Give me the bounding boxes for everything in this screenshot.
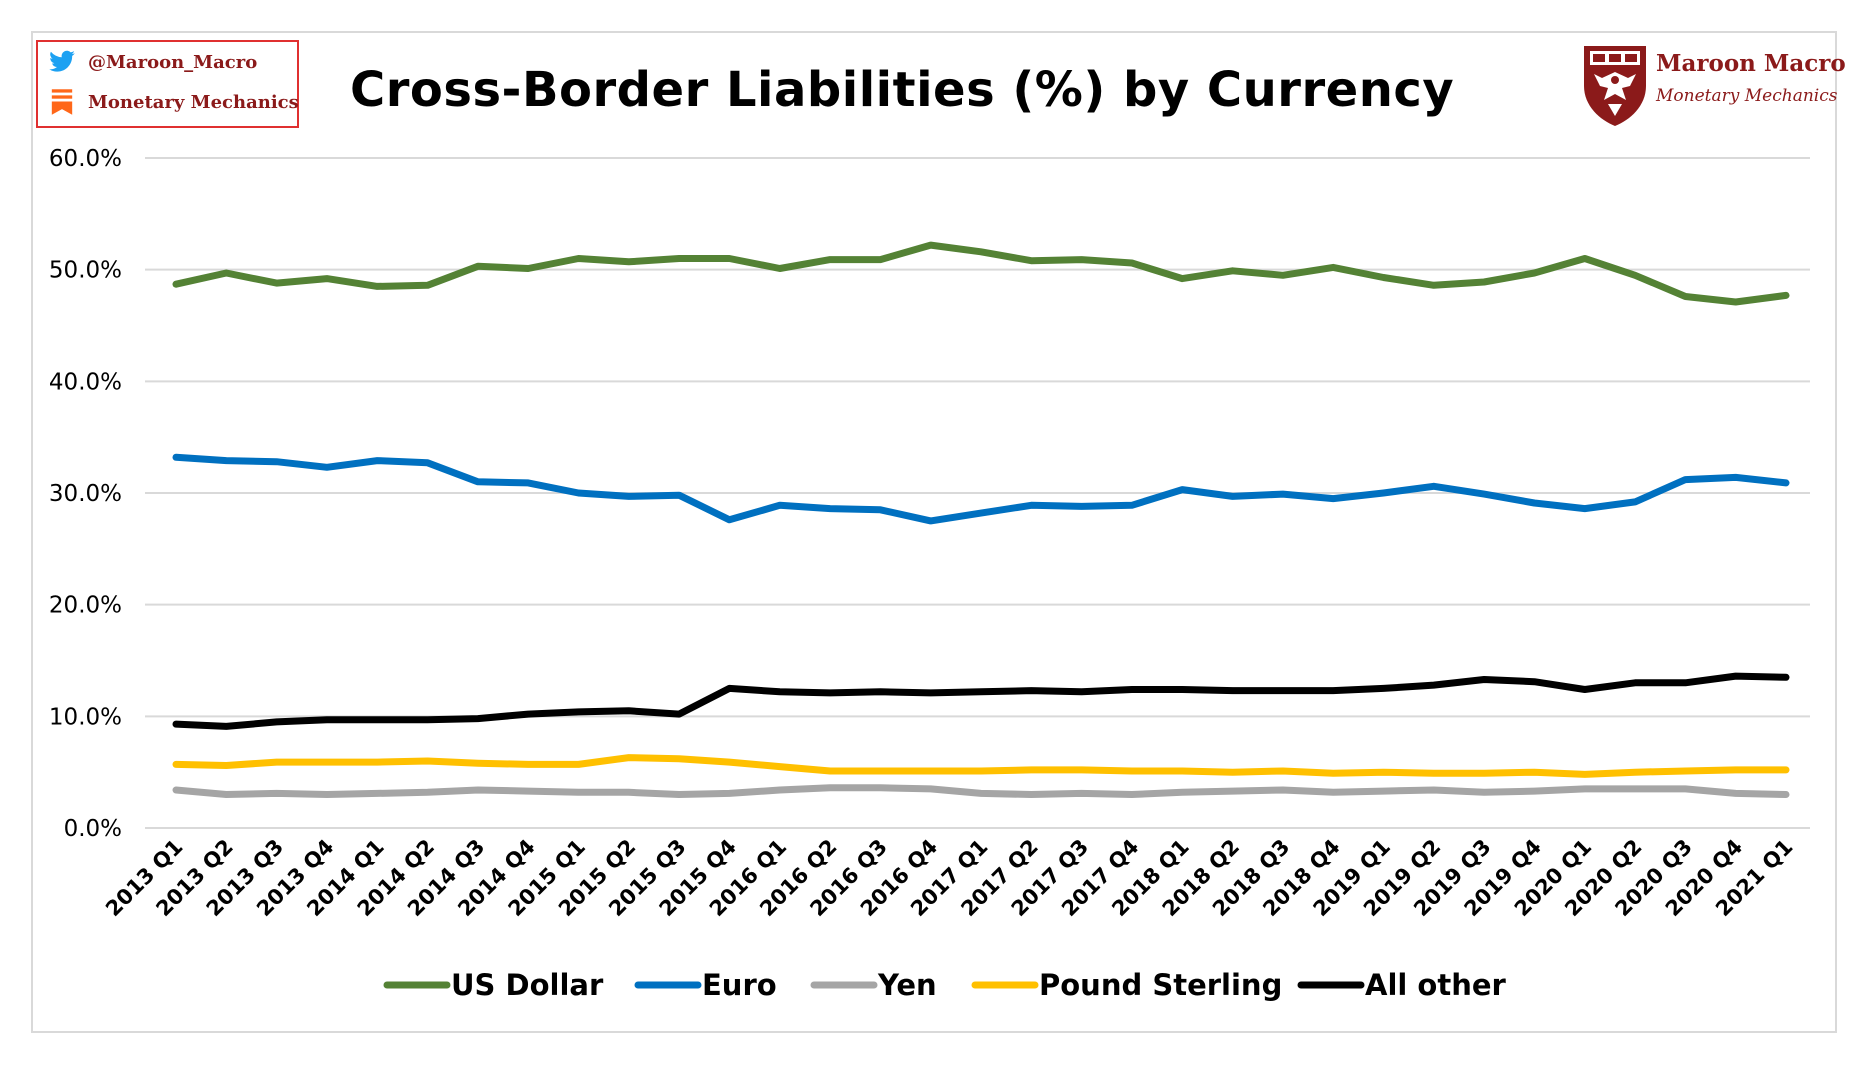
brand-tagline: Monetary Mechanics: [1656, 86, 1838, 106]
series-line-pound-sterling: [172, 754, 1790, 778]
legend-item-yen: Yen: [810, 968, 937, 1002]
legend: US Dollar Euro Yen Pound Sterling All other: [383, 968, 1507, 1002]
series-line-yen: [172, 784, 1790, 798]
social-badge: @Maroon_Macro Monetary Mechanics: [36, 40, 299, 128]
legend-label: Yen: [877, 968, 937, 1002]
chart-title: Cross-Border Liabilities (%) by Currency: [350, 62, 1455, 118]
legend-label: US Dollar: [451, 968, 604, 1002]
series-lines: [172, 241, 1790, 798]
series-line-all-other: [172, 672, 1790, 730]
series-line-euro: [172, 453, 1790, 525]
y-axis: 60.0% 50.0% 40.0% 30.0% 20.0% 10.0% 0.0%: [49, 146, 122, 842]
legend-label: All other: [1365, 968, 1507, 1002]
substack-icon: [51, 89, 73, 115]
twitter-row[interactable]: @Maroon_Macro: [48, 50, 257, 74]
legend-item-euro: Euro: [634, 968, 777, 1002]
gridlines: [145, 157, 1810, 829]
substack-name: Monetary Mechanics: [88, 91, 299, 113]
y-tick-label: 60.0%: [49, 146, 122, 172]
y-tick-label: 20.0%: [49, 593, 122, 619]
series-line-us-dollar: [172, 241, 1790, 306]
legend-label: Pound Sterling: [1039, 968, 1282, 1002]
twitter-handle: @Maroon_Macro: [88, 51, 258, 73]
y-tick-label: 30.0%: [49, 481, 122, 507]
legend-item-us-dollar: US Dollar: [383, 968, 604, 1002]
y-tick-label: 50.0%: [49, 258, 122, 284]
crest-icon: [1584, 46, 1646, 126]
brand-logo: Maroon Macro Monetary Mechanics: [1580, 40, 1846, 130]
y-tick-label: 10.0%: [49, 704, 122, 730]
legend-label: Euro: [702, 968, 777, 1002]
brand-name: Maroon Macro: [1656, 50, 1846, 77]
legend-item-pound-sterling: Pound Sterling: [971, 968, 1282, 1002]
twitter-icon: [49, 50, 75, 72]
y-tick-label: 40.0%: [49, 369, 122, 395]
chart-frame: [31, 31, 1837, 1033]
y-tick-label: 0.0%: [64, 816, 122, 842]
substack-row[interactable]: Monetary Mechanics: [48, 88, 299, 116]
legend-item-all-other: All other: [1297, 968, 1507, 1002]
